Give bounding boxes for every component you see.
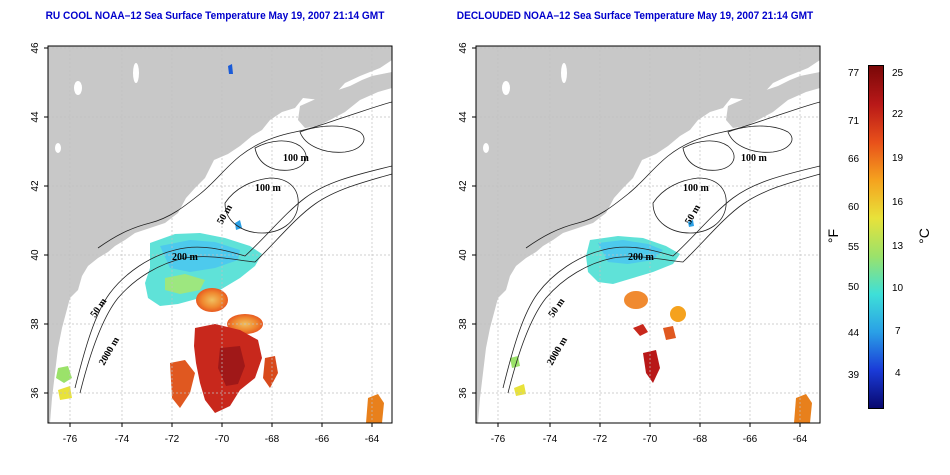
map-frame xyxy=(47,45,393,424)
lon-tick-72: -72 xyxy=(165,434,180,445)
lat-tick-44: 44 xyxy=(458,111,469,123)
c-tick-4: 4 xyxy=(895,368,901,379)
warm-patch-1 xyxy=(633,324,648,336)
warm-patch-se xyxy=(794,394,812,423)
axis-ticks xyxy=(472,47,801,427)
lon-tick-70: -70 xyxy=(215,434,230,445)
lake-2 xyxy=(55,143,61,153)
map-frame xyxy=(475,45,821,424)
lon-tick-70: -70 xyxy=(643,434,658,445)
f-tick-71: 71 xyxy=(848,116,860,127)
sound-water xyxy=(140,228,180,242)
isobath-contours xyxy=(502,101,820,394)
land-mass xyxy=(476,46,820,423)
warm-eddy-1 xyxy=(624,291,648,309)
isobath-label-200m: 200 m xyxy=(172,252,199,263)
isobath-label-100m-north: 100 m xyxy=(283,153,310,164)
lon-tick-72: -72 xyxy=(593,434,608,445)
isobath-label-200m: 200 m xyxy=(628,252,655,263)
gulf-stream-west xyxy=(170,360,195,408)
c-tick-19: 19 xyxy=(892,153,904,164)
c-tick-16: 16 xyxy=(892,197,904,208)
sst-cold-patch xyxy=(160,240,240,272)
lon-tick-66: -66 xyxy=(743,434,758,445)
lon-tick-68: -68 xyxy=(693,434,708,445)
warm-eddy-1 xyxy=(196,288,228,312)
isobath-label-100m-south: 100 m xyxy=(255,183,282,194)
lake-2 xyxy=(483,143,489,153)
sound-water xyxy=(568,228,608,242)
warm-patch-se xyxy=(366,394,384,423)
lon-tick-66: -66 xyxy=(315,434,330,445)
warm-patch-2 xyxy=(663,326,676,340)
colorbar-gradient xyxy=(868,65,884,409)
fahrenheit-unit-label: °F xyxy=(825,228,842,244)
f-tick-50: 50 xyxy=(848,282,860,293)
land-mass xyxy=(48,46,392,423)
warm-eddy-2 xyxy=(670,306,686,322)
chesapeake-bay xyxy=(74,283,95,383)
warm-patch-3 xyxy=(643,350,660,383)
f-tick-39: 39 xyxy=(848,370,860,381)
lat-tick-40: 40 xyxy=(458,249,469,261)
lat-tick-38: 38 xyxy=(458,318,469,330)
lat-tick-46: 46 xyxy=(30,42,41,54)
lat-tick-36: 36 xyxy=(458,387,469,399)
lat-tick-44: 44 xyxy=(30,111,41,123)
map-grid xyxy=(476,46,820,423)
f-tick-44: 44 xyxy=(848,328,860,339)
cold-spot-2 xyxy=(228,64,233,74)
lat-tick-42: 42 xyxy=(30,180,41,192)
lon-tick-76: -76 xyxy=(491,434,506,445)
lon-tick-64: -64 xyxy=(793,434,808,445)
lake-1 xyxy=(502,81,510,95)
c-tick-10: 10 xyxy=(892,283,904,294)
f-tick-55: 55 xyxy=(848,242,860,253)
lon-tick-74: -74 xyxy=(115,434,130,445)
lake-3 xyxy=(561,63,567,83)
nova-scotia xyxy=(298,72,392,128)
c-tick-7: 7 xyxy=(895,326,901,337)
lake-3 xyxy=(133,63,139,83)
lon-tick-64: -64 xyxy=(365,434,380,445)
isobath-label-100m-south: 100 m xyxy=(683,183,710,194)
left-sst-map: 100 m 100 m 50 m 200 m 50 m 2000 m 46 44… xyxy=(30,42,393,445)
lon-tick-76: -76 xyxy=(63,434,78,445)
celsius-unit-label: °C xyxy=(915,228,932,244)
isobath-contours xyxy=(74,101,392,394)
c-tick-13: 13 xyxy=(892,241,904,252)
nova-scotia xyxy=(726,72,820,128)
gulf-stream-east xyxy=(263,356,278,388)
sst-green-patch xyxy=(165,274,205,294)
lat-tick-42: 42 xyxy=(458,180,469,192)
lon-tick-74: -74 xyxy=(543,434,558,445)
left-panel-title: RU COOL NOAA–12 Sea Surface Temperature … xyxy=(45,10,385,22)
axis-ticks xyxy=(44,47,373,427)
right-sst-map: 100 m 100 m 50 m 200 m 50 m 2000 m 46 44… xyxy=(458,42,821,445)
right-panel-title: DECLOUDED NOAA–12 Sea Surface Temperatur… xyxy=(456,10,814,22)
lake-1 xyxy=(74,81,82,95)
lat-tick-40: 40 xyxy=(30,249,41,261)
f-tick-77: 77 xyxy=(848,68,860,79)
c-tick-22: 22 xyxy=(892,109,904,120)
lat-tick-36: 36 xyxy=(30,387,41,399)
map-grid xyxy=(48,46,392,423)
cold-spot-1 xyxy=(688,220,694,227)
chesapeake-bay xyxy=(502,283,523,383)
lon-tick-68: -68 xyxy=(265,434,280,445)
temperature-colorbar: 77 71 66 60 55 50 44 39 25 22 19 16 13 1… xyxy=(820,50,950,430)
f-tick-60: 60 xyxy=(848,202,860,213)
shelf-patch-1 xyxy=(56,366,72,383)
lat-tick-38: 38 xyxy=(30,318,41,330)
c-tick-25: 25 xyxy=(892,68,904,79)
lat-tick-46: 46 xyxy=(458,42,469,54)
f-tick-66: 66 xyxy=(848,154,860,165)
gulf-stream-core xyxy=(218,346,245,386)
isobath-label-100m-north: 100 m xyxy=(741,153,768,164)
